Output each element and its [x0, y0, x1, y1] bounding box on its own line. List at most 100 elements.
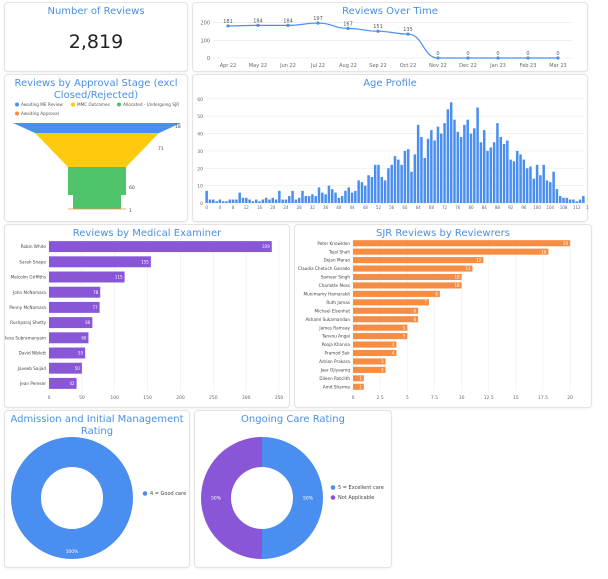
x-tick-label: Feb 23: [520, 63, 537, 69]
age-bar: [529, 166, 532, 203]
age-bar: [354, 190, 357, 203]
age-bar: [413, 154, 417, 203]
x-tick-label: 5: [406, 395, 409, 401]
x-tick-label: 112: [573, 205, 581, 210]
y-tick-label: 100: [200, 38, 210, 44]
age-bar: [572, 199, 575, 203]
age-bar: [443, 123, 446, 203]
age-bar: [512, 161, 516, 203]
age-bar: [212, 199, 215, 203]
category-label: Sameer Singh: [321, 275, 351, 280]
x-tick-label: 60: [402, 205, 408, 210]
bar-value-label: 77: [93, 305, 99, 310]
age-bar: [304, 196, 308, 203]
funnel-segment-awaiting-me-review: [13, 123, 181, 133]
age-bar: [225, 201, 228, 203]
x-tick-label: 17.5: [538, 395, 548, 401]
x-tick-label: 200: [176, 395, 185, 401]
category-label: Akhaml Sukamandan: [306, 317, 351, 322]
age-bar: [578, 199, 582, 203]
x-tick-label: 250: [209, 395, 218, 401]
age-bar: [466, 119, 469, 203]
age-bar: [545, 180, 549, 203]
bar-value-label: 6: [414, 317, 417, 322]
bar-value-label: 339: [262, 244, 270, 249]
data-label: 0: [556, 51, 559, 57]
age-bar: [215, 201, 218, 203]
age-bar: [228, 199, 232, 203]
x-tick-label: Sep 22: [369, 63, 386, 69]
age-bar: [294, 199, 298, 203]
category-label: Penny McNamara: [9, 305, 46, 310]
y-tick-label: 200: [200, 21, 210, 27]
card-sjr-reviewers: SJR Reviews by Reviewrers 0 2.5 5 7.5 10 12.5…: [294, 224, 592, 408]
data-point: [556, 56, 560, 60]
bar-value-label: 1: [359, 376, 362, 381]
reviews-over-time-chart: 0 100 200 181 Apr 22 184 May 22 184 Jun 22 197 Jul…: [200, 16, 573, 69]
x-tick-label: 64: [416, 205, 422, 210]
x-tick-label: 16: [257, 205, 263, 210]
age-bar: [558, 196, 562, 203]
x-tick-label: Mar 23: [549, 63, 566, 69]
data-label: 0: [466, 51, 469, 57]
medical-examiner-chart: 0 50 100 150 200 250 300 350 Robin White 339 Sarah…: [5, 239, 284, 401]
category-label: Tejal Shah: [328, 249, 351, 254]
age-bar: [426, 138, 430, 203]
data-point: [226, 24, 230, 28]
data-point: [406, 32, 410, 36]
bar-value-label: 7: [424, 300, 427, 305]
age-bar: [393, 156, 397, 203]
bar-value-label: 78: [93, 290, 99, 295]
hbar: [353, 316, 419, 323]
data-point: [466, 56, 470, 60]
x-tick-label: 300: [242, 395, 251, 401]
age-bar: [364, 185, 367, 203]
age-bar: [482, 130, 486, 203]
x-tick-label: 32: [310, 205, 316, 210]
age-bar: [268, 199, 271, 203]
category-label: Pramod Sair: [325, 351, 351, 356]
hbar: [353, 265, 473, 272]
x-tick-label: 76: [455, 205, 461, 210]
x-tick-label: 44: [349, 205, 355, 210]
age-bar: [327, 185, 331, 203]
age-bar: [469, 133, 473, 203]
age-bar: [542, 164, 545, 203]
card-title-approval-stage: Reviews by Approval Stage (excl Closed/R…: [14, 78, 178, 101]
category-label: John McNamara: [12, 290, 46, 295]
age-bar: [350, 192, 354, 203]
category-label: Charlotte Moss: [319, 283, 350, 288]
bar-value-label: 10: [454, 283, 460, 288]
x-tick-label: 88: [495, 205, 501, 210]
category-label: Adrian Prakara: [319, 359, 350, 364]
age-bar: [317, 187, 321, 203]
card-title-age-profile: Age Profile: [363, 78, 417, 89]
bar-value-label: 55: [78, 351, 84, 356]
legend-label: Not Applicable: [338, 495, 374, 501]
hbar: [353, 366, 386, 373]
age-bar: [347, 187, 350, 203]
x-tick-label: 28: [297, 205, 303, 210]
x-tick-label: 7.5: [431, 395, 438, 401]
funnel-value-label: 18: [175, 124, 181, 130]
age-bar: [387, 168, 390, 203]
category-label: James Ramsay: [318, 325, 350, 330]
age-bar: [340, 196, 344, 203]
x-tick-label: 350: [275, 395, 284, 401]
age-bar: [278, 190, 281, 203]
funnel-value-label: 71: [158, 146, 164, 152]
funnel-segment-allocated-sjr: [68, 167, 126, 195]
x-tick-label: 56: [389, 205, 395, 210]
donut-slice: [262, 437, 323, 559]
bar-value-label: 5: [403, 334, 406, 339]
age-bar: [238, 192, 241, 203]
x-tick-label: 100: [533, 205, 541, 210]
slice-label: 100%: [66, 549, 80, 555]
category-label: Tanvou Angal: [321, 334, 350, 339]
bar-value-label: 1: [359, 384, 362, 389]
age-bar: [456, 131, 460, 203]
card-title-reviews-over-time: Reviews Over Time: [342, 6, 438, 17]
bar-value-label: 4: [392, 351, 395, 356]
age-bar: [367, 175, 370, 203]
